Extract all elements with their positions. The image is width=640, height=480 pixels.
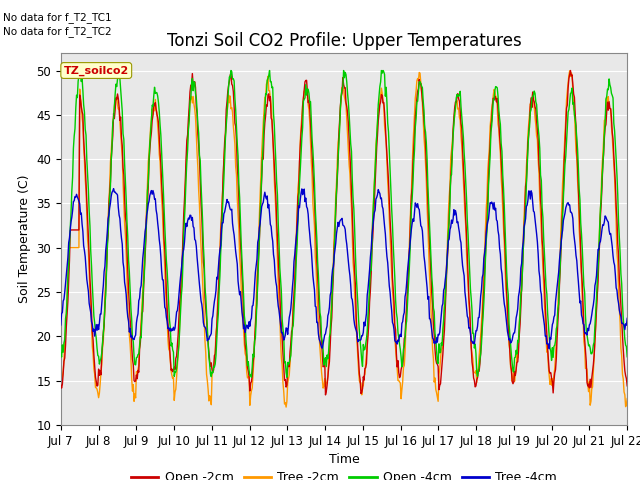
Y-axis label: Soil Temperature (C): Soil Temperature (C) [18, 175, 31, 303]
Text: TZ_soilco2: TZ_soilco2 [63, 65, 129, 76]
Legend: Open -2cm, Tree -2cm, Open -4cm, Tree -4cm: Open -2cm, Tree -2cm, Open -4cm, Tree -4… [126, 467, 562, 480]
Text: No data for f_T2_TC1: No data for f_T2_TC1 [3, 12, 112, 23]
Title: Tonzi Soil CO2 Profile: Upper Temperatures: Tonzi Soil CO2 Profile: Upper Temperatur… [166, 32, 522, 50]
X-axis label: Time: Time [328, 453, 360, 466]
Text: No data for f_T2_TC2: No data for f_T2_TC2 [3, 26, 112, 37]
